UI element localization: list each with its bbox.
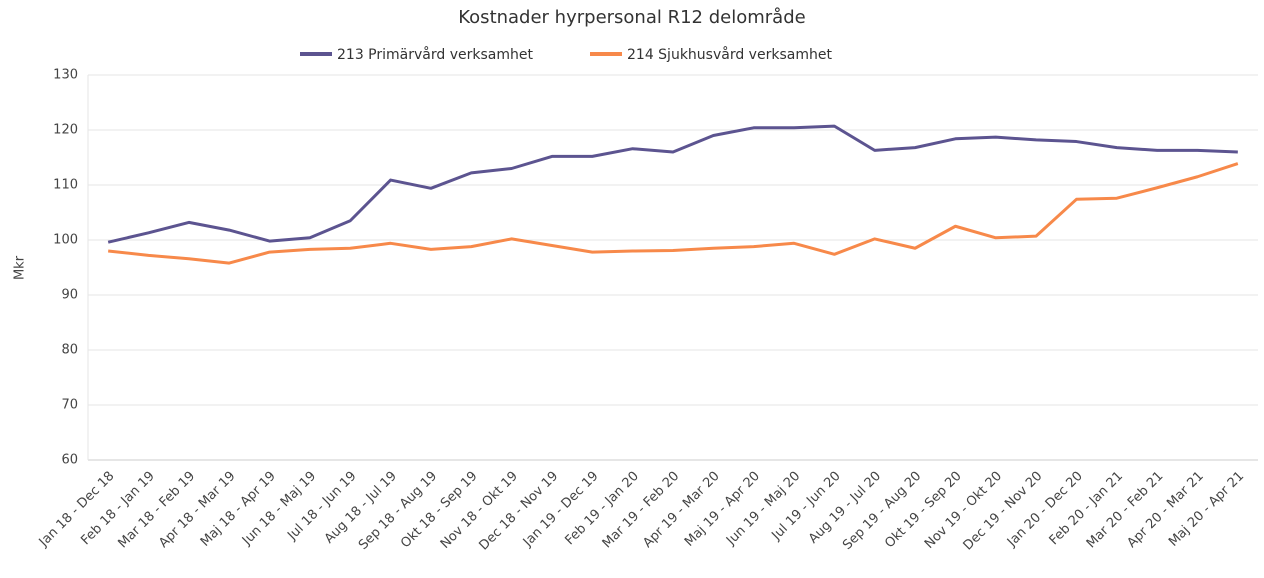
- x-tick-label: Jun 18 - Maj 19: [239, 469, 319, 549]
- chart-title: Kostnader hyrpersonal R12 delområde: [458, 7, 805, 28]
- y-tick-label: 90: [61, 288, 78, 303]
- x-tick-label: Jun 19 - Maj 20: [723, 469, 803, 549]
- y-tick-label: 120: [53, 123, 78, 138]
- y-tick-label: 80: [61, 343, 78, 358]
- y-axis-label: Mkr: [13, 255, 28, 280]
- x-tick-label: Aug 18 - Jul 19: [322, 469, 400, 547]
- y-tick-label: 110: [53, 178, 78, 193]
- y-tick-label: 60: [61, 453, 78, 468]
- x-tick-label: Feb 19 - Jan 20: [562, 469, 641, 548]
- x-tick-label: Jul 19 - Jun 20: [769, 469, 844, 544]
- x-tick-label: Maj 20 - Apr 21: [1166, 469, 1247, 550]
- y-tick-label: 130: [53, 68, 78, 83]
- legend-label: 213 Primärvård verksamhet: [337, 46, 533, 63]
- x-tick-label: Feb 18 - Jan 19: [78, 469, 157, 548]
- x-tick-label: Jul 18 - Jun 19: [284, 469, 359, 544]
- x-tick-label: Feb 20 - Jan 21: [1047, 469, 1126, 548]
- y-tick-label: 70: [61, 398, 78, 413]
- legend-label: 214 Sjukhusvård verksamhet: [627, 46, 832, 63]
- data-line: [108, 162, 1239, 265]
- y-tick-label: 100: [53, 233, 78, 248]
- x-tick-label: Aug 19 - Jul 20: [806, 469, 884, 547]
- data-line: [107, 124, 1238, 244]
